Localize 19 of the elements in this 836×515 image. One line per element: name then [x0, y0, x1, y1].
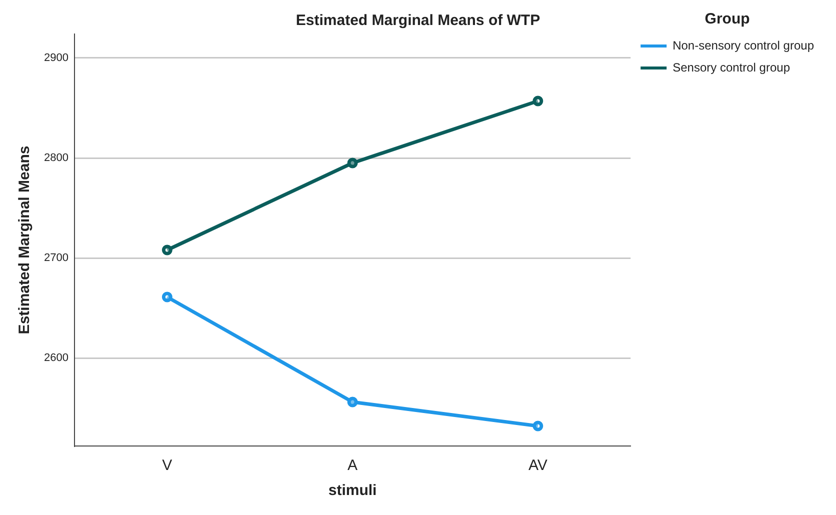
point — [347, 396, 358, 408]
point — [162, 244, 172, 256]
point — [532, 96, 544, 106]
point — [532, 420, 544, 432]
x-axis-title: stimuli — [328, 482, 377, 500]
y-tick-label: 2700 — [44, 252, 68, 264]
y-tick-label: 2600 — [44, 352, 68, 364]
y-tick-label: 2900 — [44, 52, 68, 64]
y-tick-label: 2800 — [44, 152, 68, 164]
point — [347, 158, 358, 168]
y-axis-title: Estimated Marginal Means — [16, 146, 34, 334]
legend-title: Group — [704, 10, 750, 28]
chart-title: Estimated Marginal Means of WTP — [296, 12, 540, 30]
legend-label: Sensory control group — [672, 60, 790, 74]
x-tick-label: AV — [528, 457, 548, 474]
x-tick-label: A — [348, 457, 358, 474]
point — [162, 292, 172, 302]
legend-label: Non-sensory control group — [672, 38, 814, 52]
x-tick-label: V — [162, 457, 172, 474]
